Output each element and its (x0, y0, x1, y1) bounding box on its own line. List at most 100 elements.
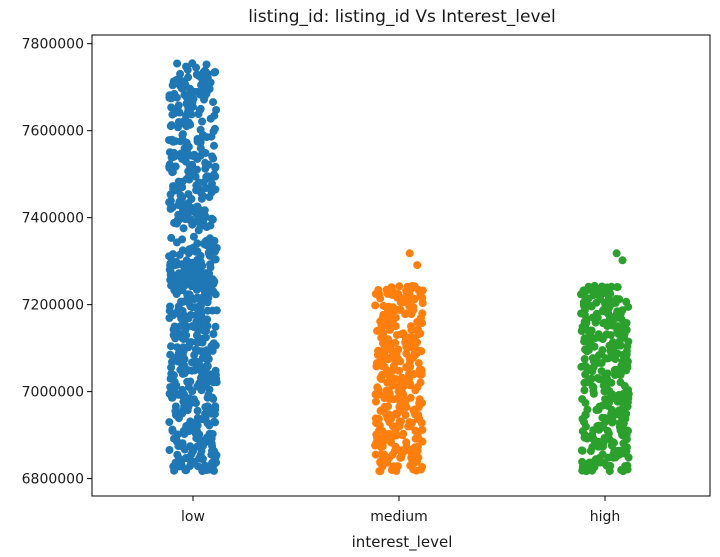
point (170, 152, 179, 161)
point (418, 319, 427, 328)
point (168, 393, 176, 402)
outlier-point (413, 261, 422, 270)
plot-frame (91, 34, 711, 497)
point (194, 226, 203, 235)
point (193, 406, 202, 415)
point (173, 59, 182, 68)
point (189, 232, 198, 241)
point (188, 303, 197, 312)
point (208, 184, 216, 193)
point (591, 318, 600, 327)
point (418, 437, 427, 446)
point (165, 314, 174, 322)
point (377, 375, 386, 384)
point (609, 315, 618, 324)
outlier-point (196, 104, 205, 113)
point (371, 397, 380, 406)
point (169, 185, 178, 194)
point (416, 370, 425, 379)
point (383, 289, 392, 298)
outlier-point (612, 249, 621, 258)
point (580, 378, 589, 387)
point (211, 172, 220, 181)
point (205, 269, 214, 278)
point (623, 465, 632, 474)
point (580, 355, 589, 363)
x-axis-label: interest_level (352, 533, 453, 552)
point (192, 70, 201, 79)
point (411, 386, 420, 395)
point (165, 252, 174, 261)
point (182, 466, 191, 475)
point (395, 366, 404, 375)
series-high (577, 249, 633, 476)
point (205, 421, 214, 430)
point (605, 467, 614, 476)
x-tick-label-low: low (181, 509, 205, 525)
point (178, 130, 187, 139)
point (180, 445, 189, 454)
point (167, 103, 176, 112)
point (166, 204, 175, 213)
outlier-point (197, 81, 206, 89)
point (580, 337, 589, 346)
point (389, 395, 398, 404)
point (581, 345, 590, 354)
point (167, 135, 176, 144)
point (586, 447, 595, 455)
y-tick-label: 7000000 (22, 385, 84, 401)
point (577, 446, 586, 455)
point (168, 81, 177, 90)
point (406, 343, 415, 352)
series-medium (371, 249, 427, 476)
point (172, 290, 181, 298)
point (173, 281, 182, 290)
point (166, 259, 175, 268)
point (212, 244, 221, 252)
point (371, 390, 380, 398)
point (180, 430, 189, 438)
point (172, 238, 181, 247)
point (173, 343, 182, 352)
point (598, 335, 607, 343)
point (596, 442, 605, 451)
point (166, 350, 175, 359)
point (178, 333, 186, 342)
point (392, 331, 401, 340)
point (182, 157, 190, 166)
point (624, 302, 633, 311)
y-tick-label: 7200000 (22, 298, 84, 314)
point (181, 325, 190, 334)
point (606, 331, 615, 340)
point (373, 326, 382, 335)
point (190, 366, 199, 375)
point (401, 310, 410, 319)
point (371, 301, 380, 310)
point (165, 93, 174, 102)
point (198, 117, 207, 126)
point (179, 224, 188, 233)
point (182, 62, 190, 71)
chart-title: listing_id: listing_id Vs Interest_level (248, 7, 555, 27)
point (174, 414, 183, 423)
points-layer (165, 59, 633, 476)
point (174, 210, 183, 219)
point (212, 306, 221, 315)
x-tick-label-medium: medium (370, 509, 428, 525)
point (198, 326, 207, 335)
point (187, 195, 196, 203)
point (613, 397, 622, 406)
outlier-point (198, 87, 207, 96)
point (175, 250, 184, 259)
point (172, 259, 181, 268)
point (174, 101, 183, 110)
point (173, 75, 182, 84)
outlier-point (188, 98, 197, 107)
point (587, 302, 596, 310)
y-tick-label: 6800000 (22, 472, 84, 488)
point (588, 466, 597, 475)
point (187, 263, 196, 272)
point (183, 146, 191, 154)
point (165, 446, 174, 454)
point (623, 402, 632, 411)
